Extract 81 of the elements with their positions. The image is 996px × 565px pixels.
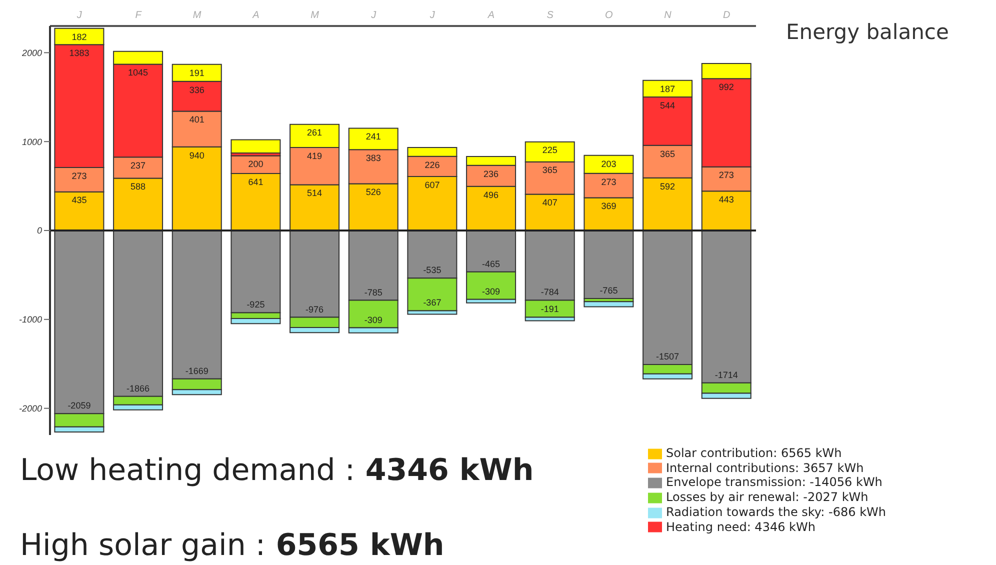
data-label: 200 bbox=[248, 159, 264, 170]
x-tick-label: J bbox=[370, 10, 378, 21]
data-label: 592 bbox=[660, 181, 676, 192]
summary-text: Low heating demand : 4346 kWh bbox=[20, 453, 534, 488]
x-tick-label: N bbox=[664, 10, 672, 21]
data-label: -1866 bbox=[126, 383, 150, 394]
data-label: 225 bbox=[542, 145, 558, 156]
data-label: -785 bbox=[364, 287, 382, 298]
x-tick-label: D bbox=[722, 10, 730, 21]
data-label: 496 bbox=[484, 190, 499, 200]
data-label: -535 bbox=[423, 265, 442, 276]
y-tick-label: -1000 bbox=[18, 314, 42, 325]
data-label: -309 bbox=[482, 286, 500, 296]
data-label: 544 bbox=[660, 100, 676, 110]
y-tick-label: 1000 bbox=[22, 136, 42, 147]
x-tick-label: A bbox=[252, 10, 260, 21]
data-label: 526 bbox=[366, 187, 381, 198]
x-tick-label: J bbox=[76, 10, 83, 21]
data-label: 514 bbox=[307, 188, 322, 198]
data-label: 641 bbox=[248, 176, 264, 187]
x-tick-label: M bbox=[192, 10, 202, 21]
data-label: 187 bbox=[660, 84, 676, 94]
y-tick-label: 2000 bbox=[20, 48, 42, 58]
legend-label: Solar contribution: 6565 kWh bbox=[666, 446, 842, 460]
data-label: 607 bbox=[424, 180, 440, 190]
data-label: -367 bbox=[423, 298, 442, 308]
legend-label: Envelope transmission: -14056 kWh bbox=[666, 475, 882, 490]
data-label: 1045 bbox=[128, 68, 148, 78]
data-label: 273 bbox=[718, 170, 734, 180]
data-label: -1714 bbox=[714, 370, 738, 380]
data-label: 992 bbox=[718, 82, 734, 92]
data-label: 401 bbox=[189, 114, 204, 125]
data-label: 336 bbox=[189, 84, 204, 95]
text: Energy balance bbox=[786, 20, 949, 44]
data-label: 940 bbox=[189, 150, 204, 160]
x-tick-label: J bbox=[428, 10, 436, 21]
summary-text: High solar gain : 6565 kWh bbox=[20, 528, 444, 563]
data-label: 365 bbox=[542, 165, 558, 176]
data-label: -1669 bbox=[185, 366, 208, 376]
data-label: 226 bbox=[424, 160, 440, 170]
data-label: 237 bbox=[130, 160, 146, 171]
legend-label: Internal contributions: 3657 kWh bbox=[666, 460, 864, 475]
data-label: 588 bbox=[130, 182, 146, 192]
data-label: 365 bbox=[660, 148, 676, 159]
data-label: 369 bbox=[601, 201, 616, 212]
data-label: -1507 bbox=[656, 351, 680, 362]
data-label: 407 bbox=[542, 198, 558, 208]
bar bbox=[584, 230, 634, 300]
data-label: 261 bbox=[307, 128, 322, 138]
y-tick-label: 0 bbox=[36, 226, 42, 236]
data-label: -925 bbox=[246, 300, 265, 310]
data-label: 182 bbox=[72, 32, 87, 42]
data-label: -2059 bbox=[68, 400, 91, 411]
legend-label: Losses by air renewal: -2027 kWh bbox=[666, 490, 868, 504]
x-tick-label: M bbox=[310, 10, 320, 21]
data-label: 435 bbox=[72, 195, 87, 206]
y-tick-label: -2000 bbox=[18, 404, 42, 414]
data-label: -765 bbox=[600, 286, 618, 296]
data-label: 273 bbox=[601, 176, 616, 187]
bar bbox=[230, 139, 281, 154]
x-tick-label: S bbox=[546, 10, 554, 21]
x-tick-label: A bbox=[486, 10, 495, 21]
data-label: -784 bbox=[540, 287, 559, 298]
legend-label: Heating need: 4346 kWh bbox=[666, 520, 816, 534]
data-label: 236 bbox=[484, 168, 499, 179]
data-label: 443 bbox=[718, 194, 734, 204]
data-label: 241 bbox=[366, 132, 381, 142]
bar bbox=[584, 301, 634, 308]
data-label: -976 bbox=[306, 304, 324, 314]
data-label: 203 bbox=[601, 158, 616, 169]
data-label: 191 bbox=[189, 68, 204, 78]
data-label: 383 bbox=[366, 153, 381, 164]
data-label: -465 bbox=[482, 258, 500, 269]
x-tick-label: F bbox=[135, 10, 142, 21]
x-tick-label: O bbox=[605, 10, 614, 21]
data-label: 419 bbox=[307, 150, 322, 161]
data-label: -309 bbox=[364, 314, 382, 325]
data-label: 1383 bbox=[69, 48, 90, 58]
data-label: -191 bbox=[540, 304, 559, 314]
data-label: 273 bbox=[72, 170, 87, 181]
legend-label: Radiation towards the sky: -686 kWh bbox=[666, 504, 886, 519]
